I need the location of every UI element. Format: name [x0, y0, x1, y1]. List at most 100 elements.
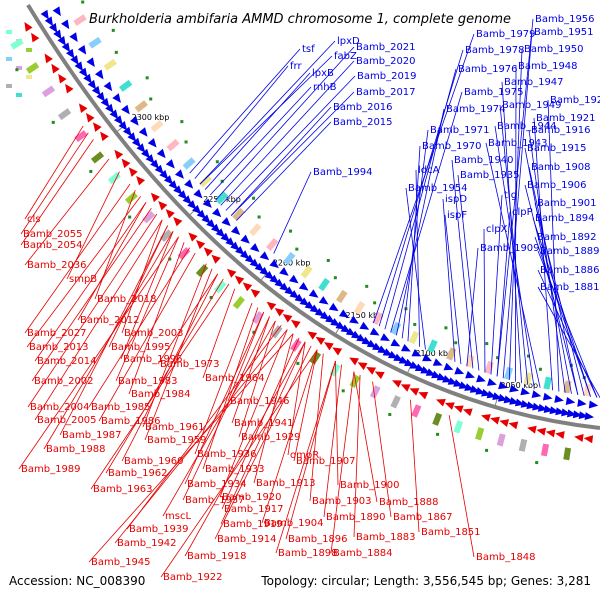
cog-color-block [166, 138, 180, 152]
red-leader-line [90, 283, 230, 490]
blue-label: Bamb_1970 [422, 141, 482, 152]
red-label: Bamb_2055 [23, 229, 83, 240]
blue-label: Bamb_1948 [518, 61, 578, 72]
forward-gene-arrow [565, 397, 576, 405]
forward-gene-arrow [509, 384, 519, 393]
blue-label: frr [290, 61, 302, 72]
red-leader-line [126, 325, 282, 530]
cog-color-block [25, 62, 40, 74]
blue-label: Bamb_1949 [502, 100, 562, 111]
blue-leader-line [199, 40, 336, 185]
red-leader-line [27, 213, 158, 408]
red-leader-line [108, 225, 169, 348]
cog-color-block [411, 404, 422, 418]
forward-gene-arrow [476, 374, 486, 383]
red-label: Bamb_1939 [129, 524, 189, 535]
edge-feature [16, 66, 22, 70]
red-leader-line [323, 364, 342, 518]
blue-leader-line [194, 65, 289, 179]
feature-marker [485, 448, 489, 452]
forward-gene-arrow [127, 132, 137, 142]
feature-marker [220, 179, 224, 183]
feature-marker [111, 28, 115, 32]
reverse-gene-arrow [490, 416, 500, 425]
reverse-gene-arrow [555, 431, 565, 440]
blue-label: Bamb_1889 [540, 246, 600, 257]
feature-marker [184, 140, 188, 144]
red-leader-line [94, 190, 136, 300]
feature-marker [145, 76, 149, 80]
forward-gene-arrow [193, 189, 203, 199]
blue-leader-line [189, 48, 301, 174]
forward-gene-arrow [221, 217, 231, 227]
red-leader-line [231, 316, 270, 424]
forward-gene-arrow [138, 127, 148, 137]
red-leader-line [24, 158, 110, 266]
blue-leader-line [537, 269, 598, 398]
blue-label: Bamb_2019 [357, 71, 417, 82]
red-leader-line [220, 341, 306, 525]
red-label: Bamb_1960 [124, 456, 184, 467]
forward-gene-arrow [184, 179, 194, 189]
forward-gene-arrow [77, 44, 87, 55]
red-label: Bamb_1946 [230, 396, 290, 407]
red-label: Bamb_1996 [123, 354, 183, 365]
forward-gene-arrow [83, 73, 92, 84]
forward-gene-arrow [141, 148, 150, 159]
red-leader-line [335, 360, 339, 486]
blue-label: Bamb_1950 [524, 44, 584, 55]
red-label: smpB [69, 274, 97, 285]
red-label: Bamb_1973 [160, 359, 220, 370]
blue-leader-line [485, 142, 541, 388]
red-leader-line [162, 320, 276, 517]
forward-gene-arrow [182, 195, 192, 205]
edge-feature [26, 48, 32, 52]
red-leader-line [214, 345, 312, 540]
red-label: Bamb_2054 [23, 240, 83, 251]
blue-label: Bamb_2016 [333, 102, 393, 113]
feature-marker [209, 295, 213, 299]
reverse-gene-arrow [78, 103, 88, 113]
cog-color-block [371, 311, 384, 326]
forward-gene-arrow [150, 159, 160, 169]
reverse-gene-arrow [481, 414, 491, 422]
red-leader-line [221, 337, 300, 510]
red-leader-line [194, 302, 253, 455]
feature-marker [149, 97, 153, 101]
red-label: Bamb_2005 [37, 415, 97, 426]
reverse-gene-arrow [574, 434, 584, 442]
red-label: Bamb_1907 [296, 456, 356, 467]
blue-leader-line [395, 108, 445, 336]
red-leader-line [353, 374, 361, 538]
forward-gene-arrow [177, 190, 187, 200]
feature-marker [89, 169, 93, 173]
forward-gene-arrow [328, 302, 339, 312]
cog-color-block [408, 330, 420, 345]
red-label: Bamb_1989 [21, 464, 81, 475]
red-label: Bamb_2012 [80, 315, 140, 326]
reverse-gene-arrow [234, 275, 245, 285]
reverse-gene-arrow [51, 63, 60, 74]
reverse-gene-arrow [400, 384, 411, 392]
forward-gene-arrow [487, 378, 497, 386]
feature-marker [252, 330, 256, 334]
red-leader-line [26, 196, 141, 348]
blue-label: Bamb_1901 [537, 198, 597, 209]
cog-color-block [369, 385, 381, 399]
red-leader-line [227, 311, 265, 402]
red-leader-line [59, 225, 168, 436]
forward-gene-arrow [136, 143, 146, 153]
feature-marker [296, 361, 300, 365]
feature-marker [444, 326, 448, 330]
blue-leader-line [215, 46, 355, 201]
blue-label: Bamb_1894 [535, 213, 595, 224]
blue-label: ldcA [418, 165, 440, 176]
reverse-gene-arrow [136, 175, 146, 186]
red-label: Bamb_1937 [185, 495, 245, 506]
forward-gene-arrow [298, 282, 309, 291]
red-label: Bamb_1913 [256, 478, 316, 489]
reverse-gene-arrow [203, 247, 214, 257]
red-leader-line [410, 399, 420, 533]
forward-gene-arrow [264, 270, 275, 280]
red-leader-line [34, 219, 163, 421]
